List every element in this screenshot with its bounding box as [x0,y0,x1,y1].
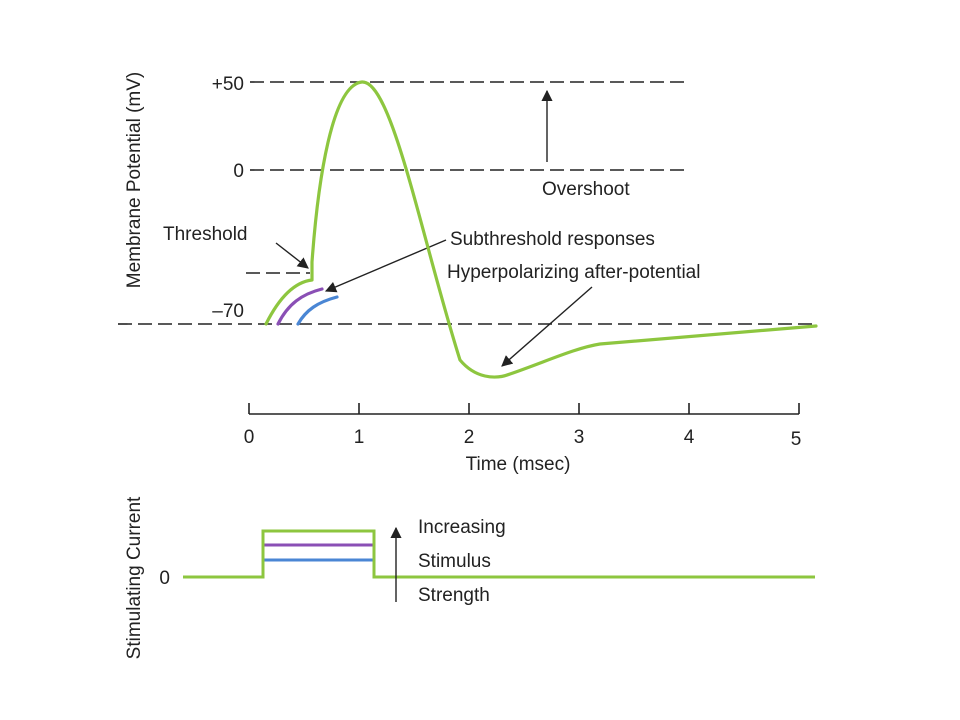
time-tick-label-5: 5 [791,429,802,450]
y-axis-title: Membrane Potential (mV) [124,72,145,288]
threshold-label: Threshold [163,224,248,245]
subthreshold-response-blue [296,295,339,326]
membrane-potential-plot: Membrane Potential (mV) +50 0 –70 Oversh… [118,72,818,475]
y-label-plus50: +50 [212,74,244,95]
legend-stimulus: Stimulus [418,551,491,572]
legend-strength: Strength [418,585,490,606]
overshoot-label: Overshoot [542,179,630,200]
time-axis-ticks [248,403,800,414]
time-tick-label-4: 4 [684,427,695,448]
hyperpolarizing-label: Hyperpolarizing after-potential [447,262,700,283]
time-tick-label-1: 1 [354,427,365,448]
stimulus-zero-label: 0 [159,568,170,589]
legend-increasing: Increasing [418,517,506,538]
time-tick-label-2: 2 [464,427,475,448]
time-axis-title: Time (msec) [466,454,571,475]
time-tick-label-3: 3 [574,427,585,448]
action-potential-curve [264,80,818,379]
time-tick-label-0: 0 [244,427,255,448]
y-label-minus70: –70 [212,301,244,322]
y-label-zero: 0 [233,161,244,182]
hyperpolarizing-arrow [501,286,593,367]
subthreshold-response-purple [276,287,324,326]
stimulating-current-plot: Stimulating Current 0 Increasing Stimulu… [124,496,815,659]
stimulating-current-title: Stimulating Current [124,496,145,659]
subthreshold-label: Subthreshold responses [450,229,655,250]
stimulus-pulse-green [183,529,815,579]
threshold-arrow [275,242,309,269]
subthreshold-arrow [324,239,447,293]
